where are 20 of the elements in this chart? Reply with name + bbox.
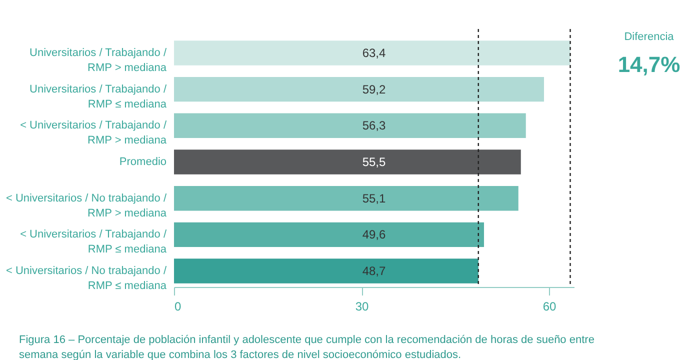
- data-label: 55,5: [362, 155, 386, 169]
- text: Diferencia: [624, 31, 675, 43]
- data-label: 63,4: [362, 46, 386, 60]
- x-tick-label: 30: [355, 300, 369, 314]
- data-label: 55,1: [362, 191, 386, 206]
- text: 14,7%: [618, 52, 680, 77]
- data-label: 49,6: [362, 228, 386, 242]
- y-tick-label: Promedio: [119, 156, 166, 168]
- y-tick-label: Universitarios / Trabajando / RMP ≤ mediana: [30, 83, 168, 110]
- y-tick-label: Universitarios / Trabajando / RMP > mediana: [30, 46, 168, 74]
- y-tick-label: < Universitarios / Trabajando / RMP > mediana: [20, 120, 168, 147]
- data-label: 48,7: [362, 264, 386, 278]
- data-label: 56,3: [362, 118, 386, 133]
- x-tick-label: 60: [542, 300, 556, 314]
- y-tick-label: < Universitarios / Trabajando / RMP ≤ mediana: [20, 228, 168, 256]
- text: Figura 16 – Porcentaje de población infantil y adolescente que cumple con la recomendación de horas de sueño entre semana según la variable que combina los 3 factores de nivel socioeconómico estudiados.: [19, 334, 594, 360]
- data-label: 59,2: [362, 82, 386, 96]
- x-tick-label: 0: [174, 300, 182, 314]
- y-tick-label: < Universitarios / No trabajando / RMP ≤ mediana: [6, 265, 168, 292]
- y-tick-label: < Universitarios / No trabajando / RMP > mediana: [6, 192, 168, 220]
